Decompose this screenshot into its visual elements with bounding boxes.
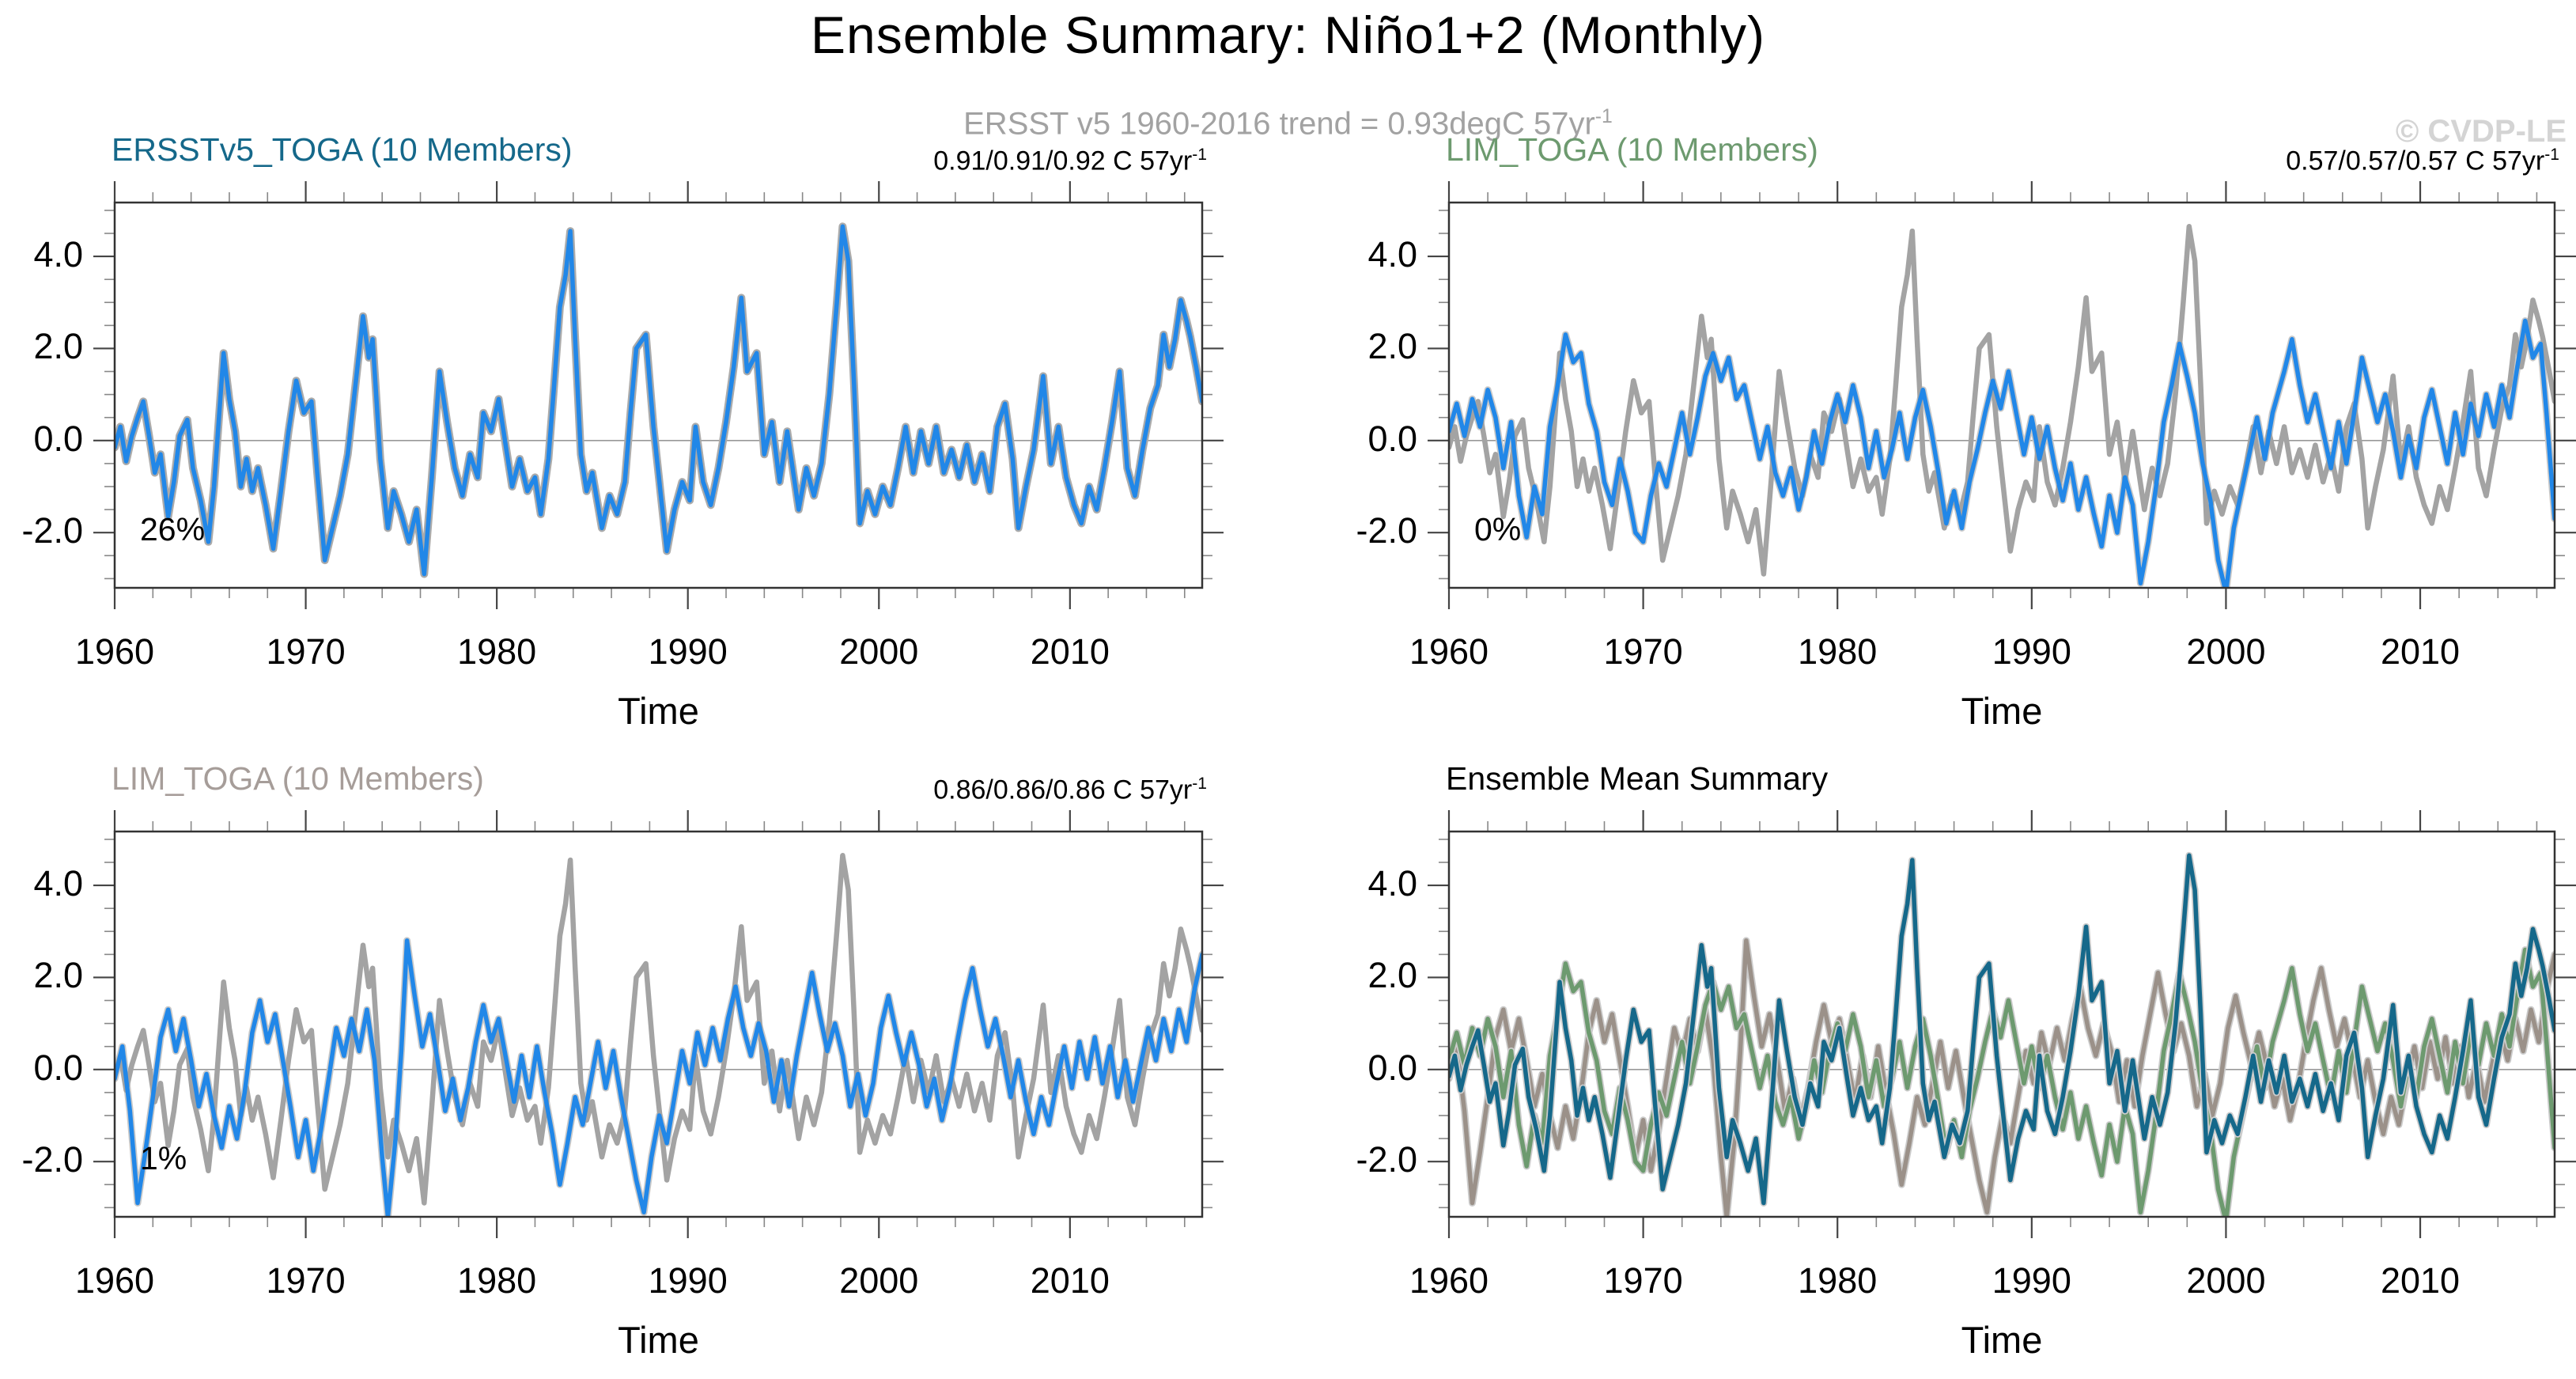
x-tick-label: 1980	[457, 1260, 537, 1301]
trend-superscript: -1	[2544, 146, 2559, 164]
axis-ticks	[1428, 810, 2576, 1238]
lim-toga-a-mean-line	[1449, 947, 2555, 1217]
series-group	[115, 222, 1202, 578]
panel-plot-svg	[93, 810, 1224, 1238]
x-tick-label: 2000	[839, 1260, 919, 1301]
plot-frame	[1447, 201, 2556, 589]
panel-title: Ensemble Mean Summary	[1446, 760, 1829, 797]
y-tick-label: -2.0	[21, 1139, 83, 1180]
trend-text: 0.86/0.86/0.86 C 57yr	[933, 775, 1193, 805]
ersstv5-toga-mean-line	[1449, 853, 2555, 1206]
panel-trend-label: 0.91/0.91/0.92 C 57yr-1	[933, 146, 1207, 176]
x-tick-label: 1970	[1603, 1260, 1683, 1301]
x-tick-label: 2000	[839, 631, 919, 672]
ensemble-mean-line	[1449, 318, 2555, 588]
plot-frame	[1447, 830, 2556, 1218]
x-tick-label: 1970	[266, 1260, 346, 1301]
y-tick-label: 4.0	[1367, 234, 1417, 275]
x-tick-label: 2000	[2186, 631, 2266, 672]
y-tick-label: 0.0	[1367, 1047, 1417, 1088]
y-tick-label: -2.0	[1356, 510, 1417, 551]
axis-ticks	[93, 181, 1224, 609]
y-tick-label: 4.0	[1367, 863, 1417, 904]
y-tick-label: 2.0	[1367, 326, 1417, 367]
panel-plot-svg	[1428, 181, 2576, 609]
ensemble-mean-line	[115, 224, 1202, 577]
ensemble-mean-line	[115, 938, 1202, 1217]
x-axis-title: Time	[1961, 1319, 2043, 1361]
variance-stat-label: 0%	[1474, 511, 1522, 547]
panel-lim-toga-gray: LIM_TOGA (10 Members) 0.86/0.86/0.86 C 5…	[21, 760, 1224, 1361]
x-tick-label: 1960	[74, 1260, 155, 1301]
panel-title: LIM_TOGA (10 Members)	[112, 760, 484, 797]
y-tick-label: 0.0	[33, 1047, 83, 1088]
x-tick-label: 2010	[2380, 1260, 2461, 1301]
y-tick-label: -2.0	[1356, 1139, 1417, 1180]
panel-ensemble-mean-summary: Ensemble Mean Summary Time 1960 1970 1980 1…	[1356, 760, 2576, 1361]
variance-stat-label: 26%	[140, 511, 206, 547]
trend-superscript: -1	[1192, 146, 1207, 164]
x-tick-label: 2010	[1030, 631, 1110, 672]
x-tick-label: 1960	[74, 631, 155, 672]
panel-title: LIM_TOGA (10 Members)	[1446, 131, 1818, 168]
y-tick-label: 2.0	[1367, 955, 1417, 996]
panel-title: ERSSTv5_TOGA (10 Members)	[112, 131, 573, 168]
plot-frame	[113, 830, 1204, 1218]
panel-ersstv5-toga: ERSSTv5_TOGA (10 Members) 0.91/0.91/0.92…	[21, 131, 1224, 732]
x-tick-label: 1980	[1798, 1260, 1878, 1301]
axis-ticks	[1428, 181, 2576, 609]
panel-plot-svg	[93, 181, 1224, 609]
y-tick-label: 0.0	[33, 418, 83, 459]
x-tick-label: 1990	[1992, 1260, 2071, 1301]
variance-stat-label: 1%	[140, 1140, 187, 1176]
x-tick-label: 1970	[266, 631, 346, 672]
y-tick-label: 4.0	[33, 234, 83, 275]
page-title: Ensemble Summary: Niño1+2 (Monthly)	[811, 6, 1765, 64]
panel-plot-svg	[1428, 810, 2576, 1238]
x-tick-label: 2000	[2186, 1260, 2266, 1301]
trend-superscript: -1	[1192, 775, 1207, 793]
x-tick-label: 1980	[1798, 631, 1878, 672]
panel-trend-label: 0.86/0.86/0.86 C 57yr-1	[933, 775, 1207, 805]
observations-line	[1449, 224, 2555, 577]
x-tick-label: 1990	[1992, 631, 2071, 672]
figure-subtitle: ERSST v5 1960-2016 trend = 0.93degC 57yr…	[0, 106, 2576, 142]
plot-frame	[113, 201, 1204, 589]
panel-trend-label: 0.57/0.57/0.57 C 57yr-1	[2286, 146, 2559, 176]
x-tick-label: 1960	[1409, 1260, 1489, 1301]
x-tick-label: 1980	[457, 631, 537, 672]
x-tick-label: 1990	[648, 1260, 728, 1301]
series-group	[115, 853, 1202, 1217]
y-tick-label: 0.0	[1367, 418, 1417, 459]
y-tick-label: 2.0	[33, 955, 83, 996]
x-tick-label: 2010	[1030, 1260, 1110, 1301]
cvdp-le-watermark: © CVDP-LE	[2395, 114, 2567, 149]
trend-text: 0.57/0.57/0.57 C 57yr	[2286, 146, 2545, 176]
series-group	[1449, 224, 2555, 588]
x-axis-title: Time	[618, 690, 699, 732]
y-tick-label: 2.0	[33, 326, 83, 367]
x-tick-label: 1990	[648, 631, 728, 672]
x-axis-title: Time	[618, 1319, 699, 1361]
x-tick-label: 1960	[1409, 631, 1489, 672]
observations-line	[115, 853, 1202, 1206]
y-tick-label: -2.0	[21, 510, 83, 551]
panel-lim-toga-green: LIM_TOGA (10 Members) 0.57/0.57/0.57 C 5…	[1356, 131, 2576, 732]
series-group	[1449, 851, 2555, 1217]
subtitle-superscript: -1	[1594, 106, 1613, 127]
axis-ticks	[93, 810, 1224, 1238]
subtitle-text: ERSST v5 1960-2016 trend = 0.93degC 57yr	[963, 106, 1595, 142]
y-tick-label: 4.0	[33, 863, 83, 904]
x-tick-label: 1970	[1603, 631, 1683, 672]
x-tick-label: 2010	[2380, 631, 2461, 672]
x-axis-title: Time	[1961, 690, 2043, 732]
trend-text: 0.91/0.91/0.92 C 57yr	[933, 146, 1193, 176]
